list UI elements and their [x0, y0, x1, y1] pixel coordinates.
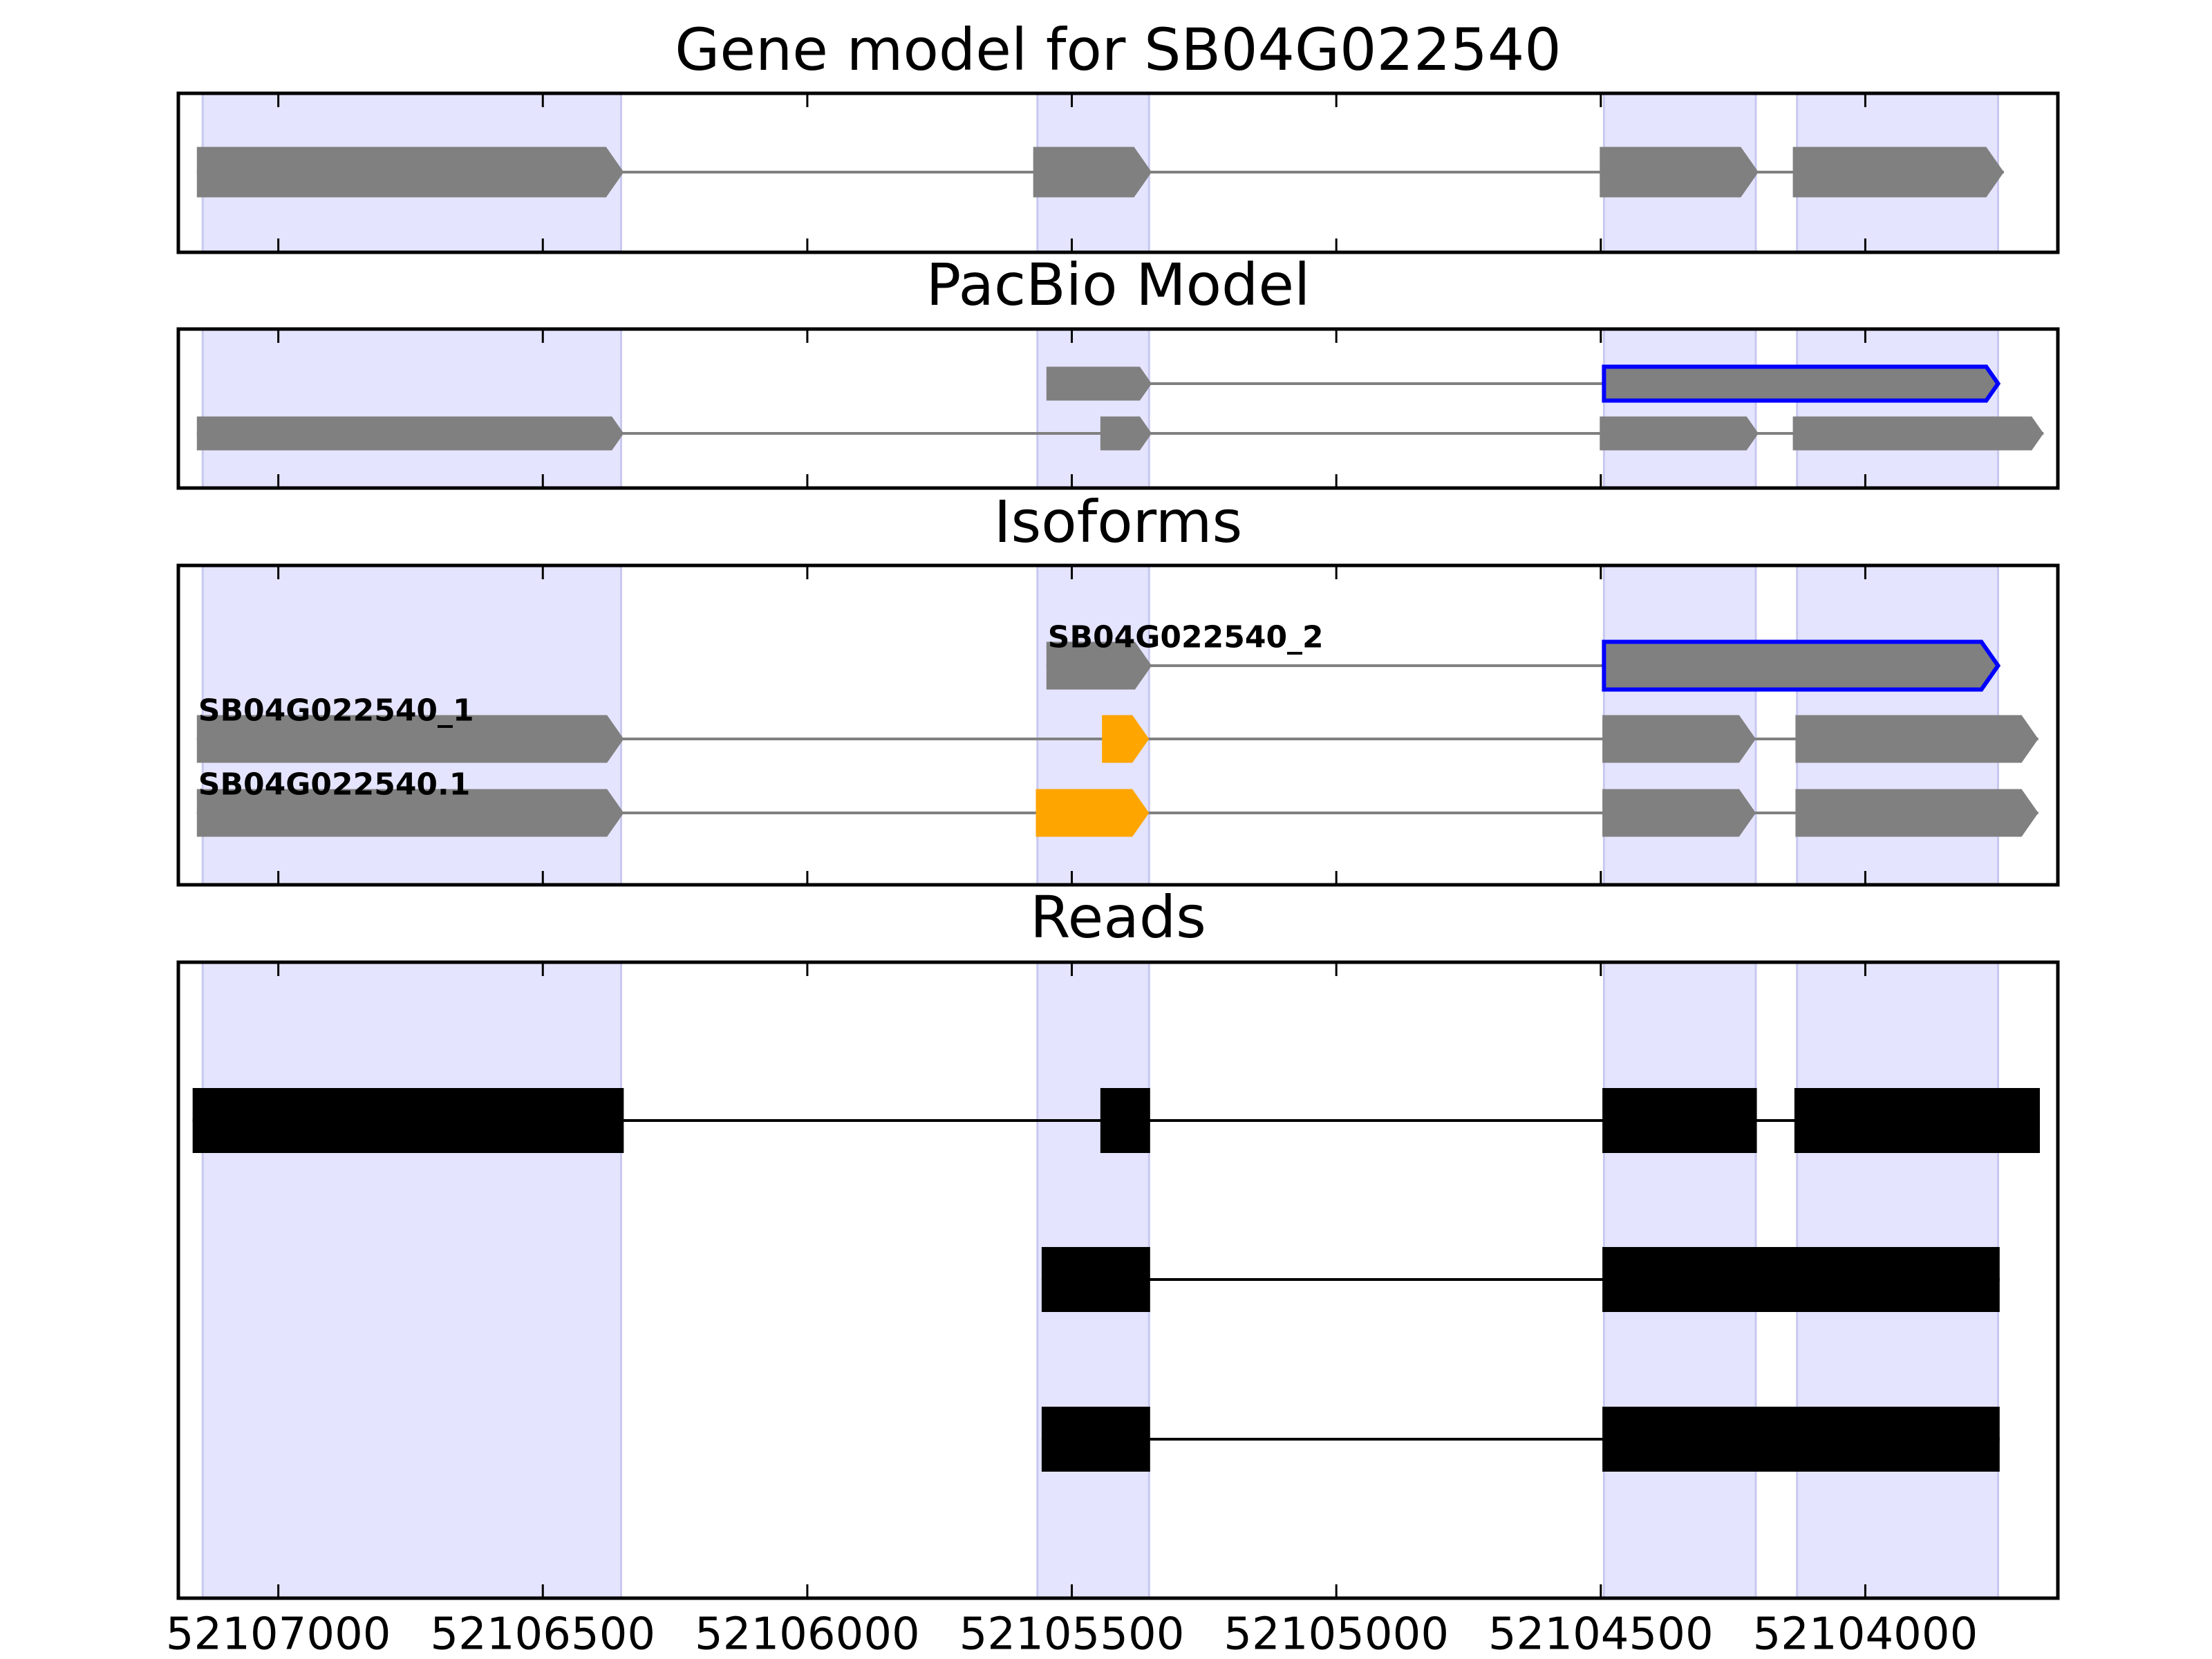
x-tick-label: 52107000 [166, 1609, 391, 1659]
exon [1794, 1088, 2040, 1153]
exon-region-shade [1036, 328, 1150, 489]
exon [1100, 416, 1152, 451]
panel-title: Reads [1030, 883, 1206, 951]
x-tick-label: 52105000 [1224, 1609, 1449, 1659]
exon [1100, 1088, 1150, 1153]
exon [1795, 789, 2038, 837]
exon [196, 789, 624, 837]
panel-title: Gene model for SB04G022540 [675, 16, 1561, 84]
exon-region-shade [201, 328, 623, 489]
exon [1602, 1407, 2000, 1472]
exon [1602, 715, 1756, 763]
exon [1046, 641, 1152, 690]
exon [1600, 147, 1759, 198]
x-tick-label: 52106000 [695, 1609, 920, 1659]
isoform-label: SB04G022540_2 [1048, 620, 1324, 655]
panel-title: PacBio Model [926, 251, 1311, 319]
exon [196, 147, 624, 198]
exon [196, 715, 624, 763]
exon [1792, 416, 2044, 451]
exon-region-shade [201, 961, 623, 1600]
exon [1792, 147, 2004, 198]
exon [1602, 1088, 1757, 1153]
exon-region-shade [1602, 328, 1757, 489]
isoform-label: SB04G022540.1 [198, 767, 471, 803]
exon [1795, 715, 2038, 763]
panel-frame [176, 91, 2060, 254]
panel-title: Isoforms [994, 488, 1243, 556]
exon [192, 1088, 624, 1153]
exon [1602, 1247, 2000, 1312]
exon [1041, 1247, 1150, 1312]
exon [1033, 147, 1152, 198]
panel-frame [176, 563, 2060, 887]
exon [1602, 639, 2001, 692]
x-tick-label: 52104500 [1488, 1609, 1714, 1659]
x-tick-label: 52104000 [1753, 1609, 1978, 1659]
panel-frame [176, 960, 2060, 1600]
exon [1602, 789, 1756, 837]
panel-frame [176, 327, 2060, 490]
exon [1035, 789, 1150, 837]
exon [1602, 364, 2001, 403]
exon [1046, 366, 1152, 401]
exon-region-shade [1796, 328, 2000, 489]
x-tick-label: 52106500 [430, 1609, 655, 1659]
exon [196, 416, 624, 451]
exon [1600, 416, 1759, 451]
exon [1041, 1407, 1150, 1472]
x-tick-label: 52105500 [959, 1609, 1185, 1659]
exon [1102, 715, 1150, 763]
isoform-label: SB04G022540_1 [198, 693, 474, 729]
